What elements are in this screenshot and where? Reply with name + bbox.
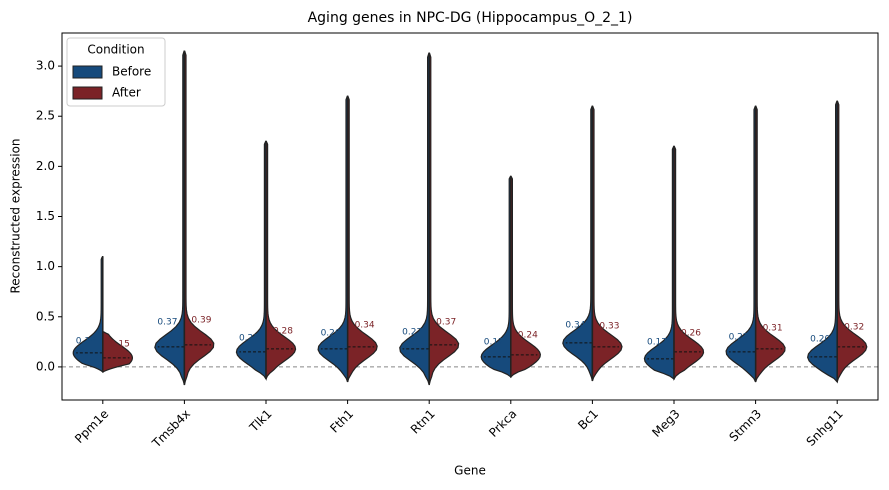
value-label: 0.24 <box>518 330 538 340</box>
violin-half <box>836 100 868 383</box>
value-label: 0.34 <box>355 320 375 330</box>
violin-half <box>755 105 786 383</box>
x-tick-label: Rtn1 <box>408 407 438 437</box>
x-tick-label: Stmn3 <box>727 407 765 445</box>
value-label: 0.20 <box>810 334 830 344</box>
value-label: 0.26 <box>321 328 341 338</box>
value-label: 0.37 <box>157 317 177 327</box>
violin-half <box>673 145 705 381</box>
chart-title: Aging genes in NPC-DG (Hippocampus_O_2_1… <box>308 10 633 26</box>
value-label: 0.33 <box>599 321 619 331</box>
legend-swatch <box>72 86 103 100</box>
legend-title: Condition <box>87 43 144 57</box>
violin-half <box>591 105 623 382</box>
violin-half <box>510 175 541 379</box>
value-label: 0.34 <box>565 320 585 330</box>
y-tick-label: 0.5 <box>36 309 55 323</box>
legend: Condition Before After <box>66 37 166 107</box>
violin-half <box>235 140 267 381</box>
legend-label: Before <box>112 65 151 79</box>
legend-swatch <box>72 65 103 79</box>
violin-half <box>399 52 430 386</box>
value-label: 0.31 <box>763 323 783 333</box>
value-label: 0.22 <box>729 332 749 342</box>
x-tick-label: Bc1 <box>575 407 601 433</box>
y-tick-label: 2.5 <box>36 109 55 123</box>
x-tick-label: Snhg11 <box>804 407 846 449</box>
value-label: 0.28 <box>273 326 293 336</box>
x-axis-label: Gene <box>454 464 486 478</box>
value-label: 0.17 <box>484 337 504 347</box>
x-tick-label: Fth1 <box>327 407 356 436</box>
violin-half <box>347 95 378 383</box>
value-label: 0.32 <box>844 322 864 332</box>
x-tick-label: Ppm1e <box>72 407 111 446</box>
y-axis-label: Reconstructed expression <box>9 138 23 293</box>
violin-half <box>725 105 757 383</box>
violin-half <box>154 50 185 386</box>
value-label: 0.26 <box>681 328 701 338</box>
y-tick-label: 3.0 <box>36 59 55 73</box>
plot-frame <box>61 32 879 401</box>
value-label: 0.17 <box>647 337 667 347</box>
violin-half <box>183 50 215 386</box>
x-tick-label: Tlk1 <box>246 407 274 435</box>
x-tick-label: Prkca <box>486 407 519 440</box>
y-tick-label: 1.5 <box>36 209 55 223</box>
violin-half <box>317 95 349 383</box>
x-tick-label: Tmsb4x <box>149 407 193 451</box>
y-tick-label: 1.0 <box>36 259 55 273</box>
value-label: 0.37 <box>436 317 456 327</box>
y-tick-label: 2.0 <box>36 159 55 173</box>
violin-half <box>806 100 838 384</box>
violin-half <box>102 331 134 373</box>
x-tick-label: Meg3 <box>649 407 682 440</box>
value-label: 0.15 <box>110 339 130 349</box>
value-label: 0.39 <box>191 315 211 325</box>
violin-half <box>562 105 593 382</box>
value-label: 0.27 <box>402 327 422 337</box>
value-label: 0.21 <box>239 333 259 343</box>
violin-half <box>265 140 297 380</box>
violin-half <box>643 145 675 381</box>
violin-half <box>428 52 460 386</box>
y-tick-label: 0.0 <box>36 359 55 373</box>
value-label: 0.18 <box>76 336 96 346</box>
legend-label: After <box>112 86 141 100</box>
violin-half <box>72 256 104 374</box>
